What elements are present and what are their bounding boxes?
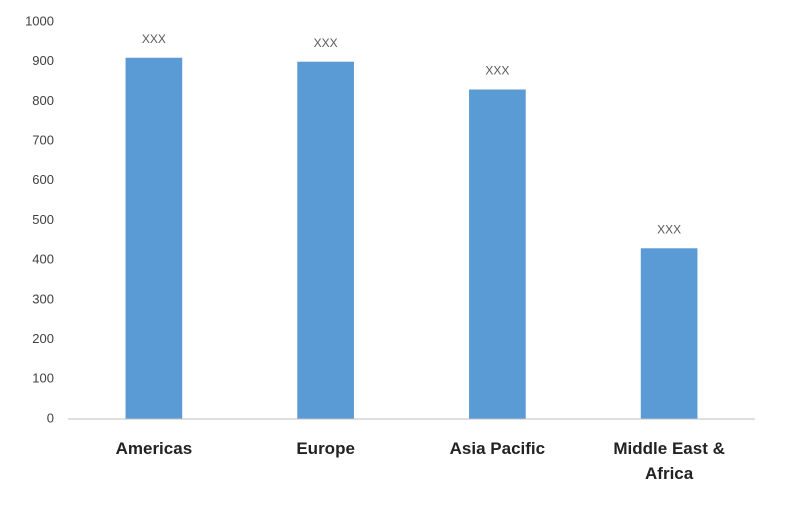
data-label: XXX — [142, 32, 166, 46]
y-tick-label: 900 — [32, 53, 54, 68]
y-tick-label: 100 — [32, 371, 54, 386]
x-tick-label: Middle East & Africa — [613, 439, 725, 483]
y-tick-label: 0 — [47, 410, 54, 425]
y-tick-label: 700 — [32, 133, 54, 148]
bar — [125, 57, 183, 419]
x-tick-label: Europe — [296, 439, 355, 458]
y-tick-label: 800 — [32, 93, 54, 108]
y-tick-label: 600 — [32, 172, 54, 187]
x-tick-label: Americas — [115, 439, 193, 458]
data-label: XXX — [657, 222, 681, 236]
data-label: XXX — [314, 36, 338, 50]
x-tick-label: Asia Pacific — [449, 439, 546, 458]
y-tick-label: 1000 — [25, 13, 54, 28]
y-tick-label: 500 — [32, 212, 54, 227]
y-tick-label: 400 — [32, 252, 54, 267]
y-tick-label: 300 — [32, 291, 54, 306]
bar — [297, 61, 354, 419]
data-label: XXX — [485, 64, 509, 78]
y-tick-label: 200 — [32, 331, 54, 346]
bar — [469, 89, 526, 420]
bar — [640, 248, 698, 419]
